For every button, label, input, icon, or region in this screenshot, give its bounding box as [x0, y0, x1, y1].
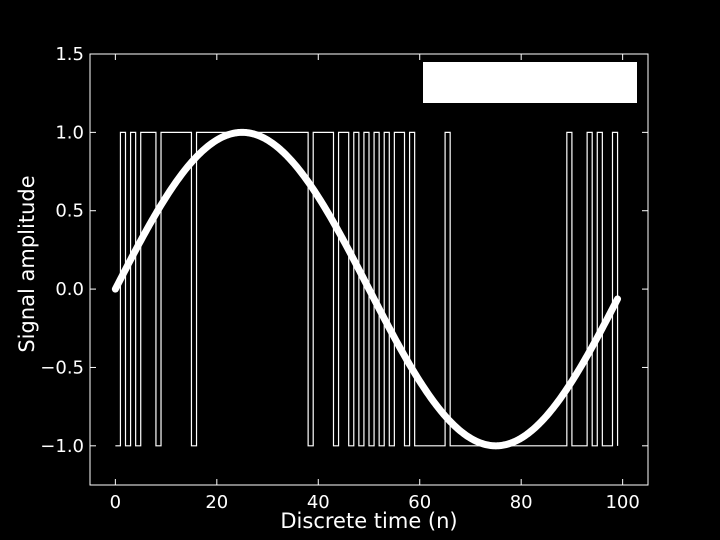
y-tick-label: 1.0 — [55, 122, 84, 143]
y-tick-label: −0.5 — [40, 357, 84, 378]
x-tick-label: 40 — [307, 492, 330, 513]
y-tick-label: 0.0 — [55, 279, 84, 300]
x-tick-label: 80 — [510, 492, 533, 513]
x-tick-label: 20 — [205, 492, 228, 513]
plot-frame — [89, 53, 649, 486]
x-tick-label: 60 — [408, 492, 431, 513]
x-axis-label: Discrete time (n) — [280, 509, 457, 533]
plot-area — [111, 128, 622, 450]
y-axis: −1.0 −0.5 0.0 0.5 1.0 1.5 — [40, 44, 648, 457]
y-tick-label: 0.5 — [55, 201, 84, 222]
y-tick-label: 1.5 — [55, 44, 84, 65]
y-tick-label: −1.0 — [40, 436, 84, 457]
x-axis: 0 20 40 60 80 100 — [110, 54, 640, 513]
x-tick-label: 0 — [110, 492, 121, 513]
y-axis-label: Signal amplitude — [15, 175, 39, 352]
x-tick-label: 100 — [605, 492, 639, 513]
series-sine-line — [111, 128, 622, 450]
legend-box — [423, 62, 637, 103]
